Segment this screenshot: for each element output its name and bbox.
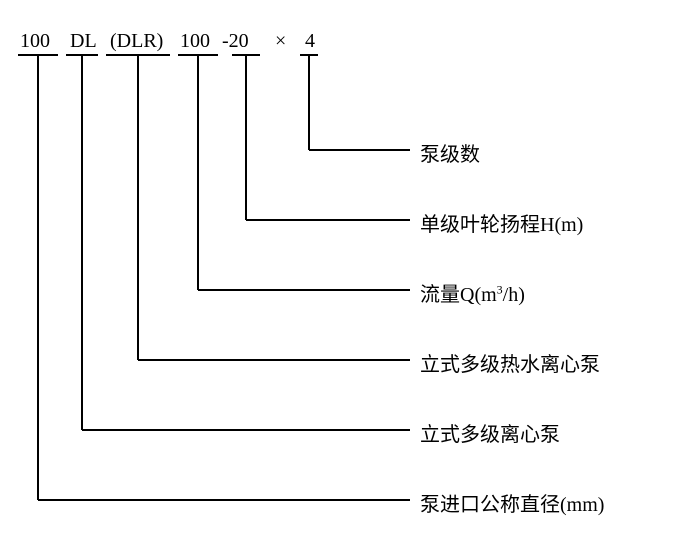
label-stages: 泵级数 [420, 138, 480, 167]
label-diameter: 泵进口公称直径(mm) [420, 488, 604, 517]
code-segment-diameter: 100 [20, 30, 50, 53]
code-segment-mult: × [275, 30, 286, 53]
label-flow: 流量Q(m3/h) [420, 278, 525, 307]
code-segment-series_dl: DL [70, 30, 97, 53]
label-series_dl: 立式多级离心泵 [420, 418, 560, 447]
code-segment-stages: 4 [305, 30, 315, 53]
callout-lines [0, 0, 696, 554]
label-head: 单级叶轮扬程H(m) [420, 208, 583, 237]
code-segment-head: -20 [222, 30, 249, 53]
label-series_dlr: 立式多级热水离心泵 [420, 348, 600, 377]
code-segment-flow: 100 [180, 30, 210, 53]
code-segment-series_dlr: (DLR) [110, 30, 163, 53]
